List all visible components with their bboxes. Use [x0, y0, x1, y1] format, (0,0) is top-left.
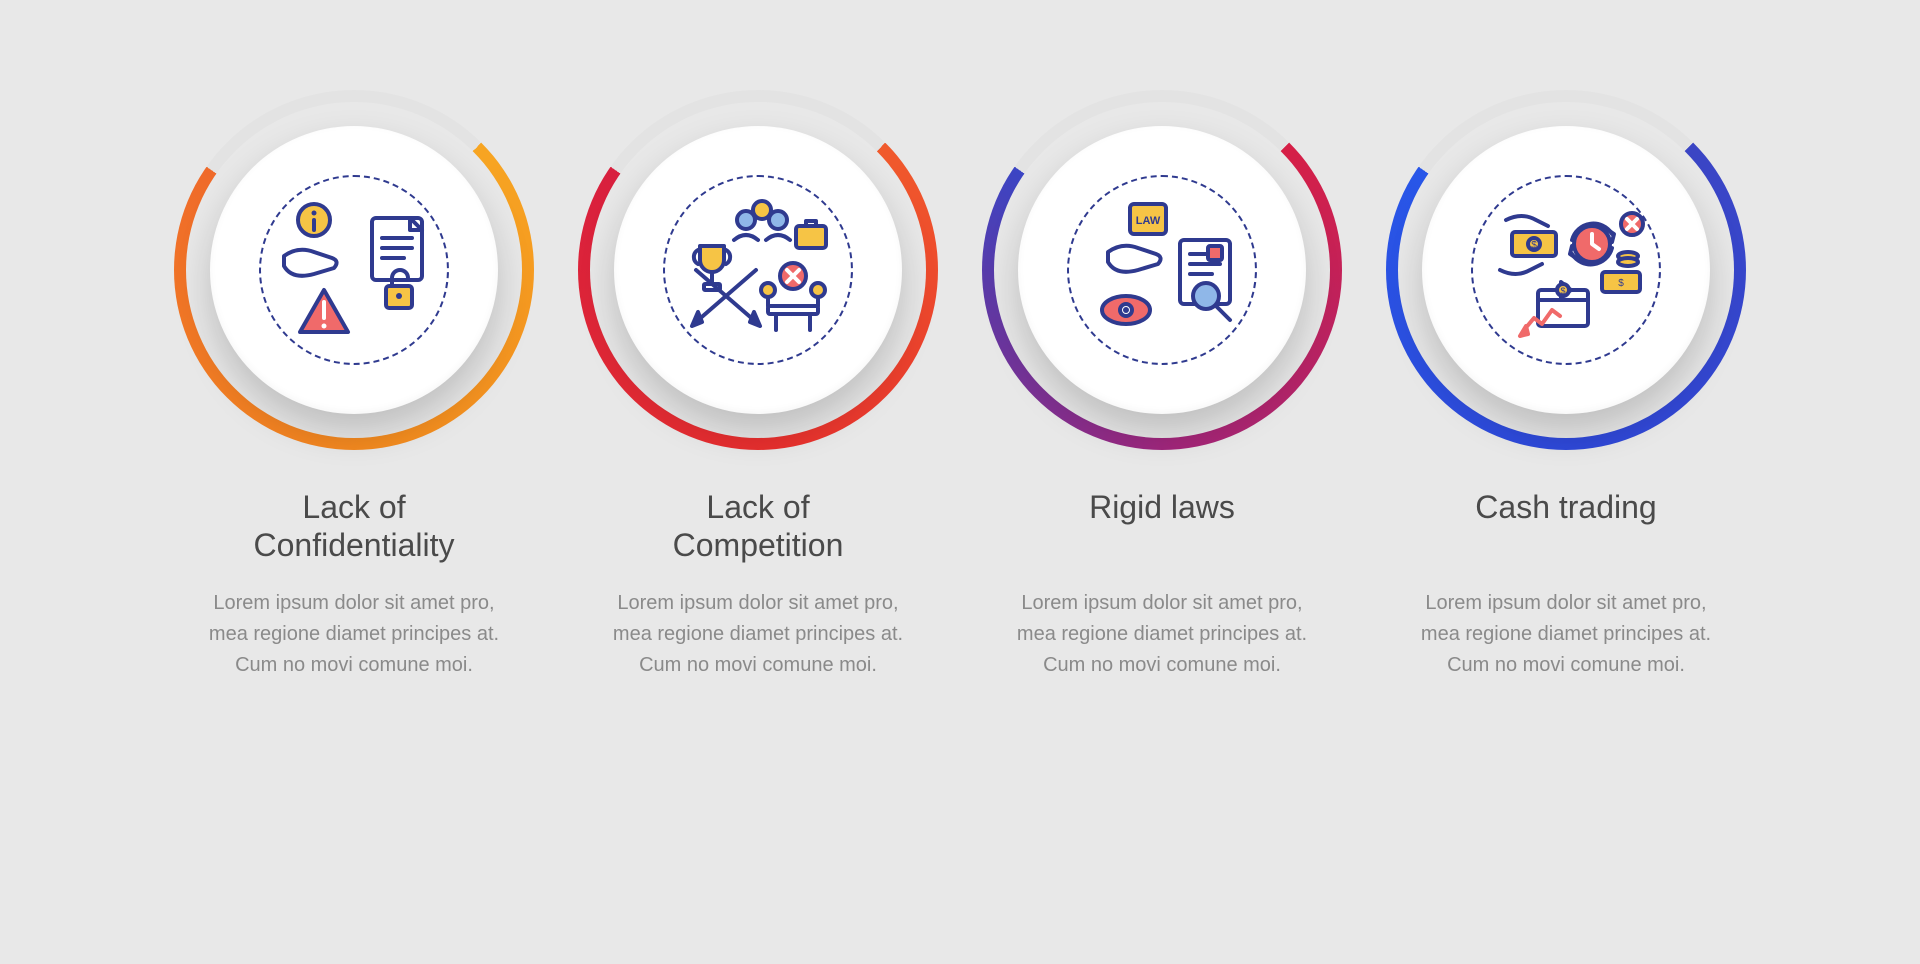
item-title: Lack of Competition — [673, 488, 844, 566]
svg-text:$: $ — [1531, 240, 1537, 251]
disc-4: $ — [1422, 126, 1710, 414]
ring-4: $ — [1386, 90, 1746, 450]
item-desc: Lorem ipsum dolor sit amet pro, mea regi… — [1406, 588, 1726, 681]
item-title: Rigid laws — [1089, 488, 1235, 566]
confidentiality-icon — [264, 190, 444, 350]
item-desc: Lorem ipsum dolor sit amet pro, mea regi… — [1002, 588, 1322, 681]
svg-text:$: $ — [1560, 286, 1565, 296]
disc-1 — [210, 126, 498, 414]
disc-3: LAW — [1018, 126, 1306, 414]
info-item-2: Lack of Competition Lorem ipsum dolor si… — [578, 90, 938, 681]
ring-2 — [578, 90, 938, 450]
laws-icon: LAW — [1072, 190, 1252, 350]
svg-text:LAW: LAW — [1136, 215, 1161, 227]
ring-3: LAW — [982, 90, 1342, 450]
competition-icon — [668, 190, 848, 350]
infographic-row: Lack of Confidentiality Lorem ipsum dolo… — [174, 90, 1746, 681]
info-item-3: LAW — [982, 90, 1342, 681]
ring-1 — [174, 90, 534, 450]
disc-2 — [614, 126, 902, 414]
cash-trading-icon: $ — [1476, 190, 1656, 350]
info-item-1: Lack of Confidentiality Lorem ipsum dolo… — [174, 90, 534, 681]
item-title: Cash trading — [1475, 488, 1656, 566]
item-title: Lack of Confidentiality — [254, 488, 455, 566]
item-desc: Lorem ipsum dolor sit amet pro, mea regi… — [194, 588, 514, 681]
info-item-4: $ — [1386, 90, 1746, 681]
svg-text:$: $ — [1618, 278, 1624, 289]
item-desc: Lorem ipsum dolor sit amet pro, mea regi… — [598, 588, 918, 681]
